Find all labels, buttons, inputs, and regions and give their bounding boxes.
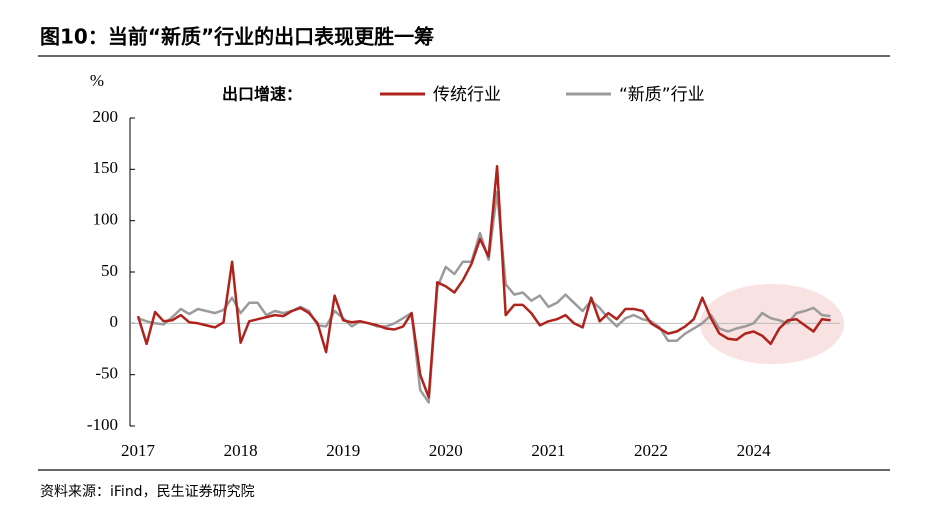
source: 资料来源：iFind，民生证券研究院 [40, 484, 255, 500]
x-tick-label: 2017 [121, 441, 156, 460]
x-tick-label: 2021 [531, 441, 565, 460]
x-tick-label: 2018 [224, 441, 258, 460]
y-tick-label: -50 [95, 364, 118, 383]
legend-label: 传统行业 [433, 85, 501, 105]
x-tick-label: 2024 [737, 441, 772, 460]
y-tick-label: -100 [87, 415, 118, 434]
legend-title: 出口增速： [222, 85, 302, 104]
x-tick-label: 2019 [326, 441, 360, 460]
chart-title: 图10：当前“新质”行业的出口表现更胜一筹 [40, 25, 434, 49]
highlight [700, 284, 844, 364]
x-tick-label: 2022 [634, 441, 668, 460]
y-tick-label: 50 [101, 261, 118, 280]
series-line [136, 165, 831, 399]
y-tick-label: 200 [93, 107, 119, 126]
x-tick-label: 2020 [429, 441, 463, 460]
y-tick-label: 0 [110, 312, 119, 331]
y-unit: % [90, 71, 104, 90]
y-tick-label: 100 [93, 210, 119, 229]
y-tick-label: 150 [93, 158, 119, 177]
legend-label: “新质”行业 [619, 85, 705, 105]
